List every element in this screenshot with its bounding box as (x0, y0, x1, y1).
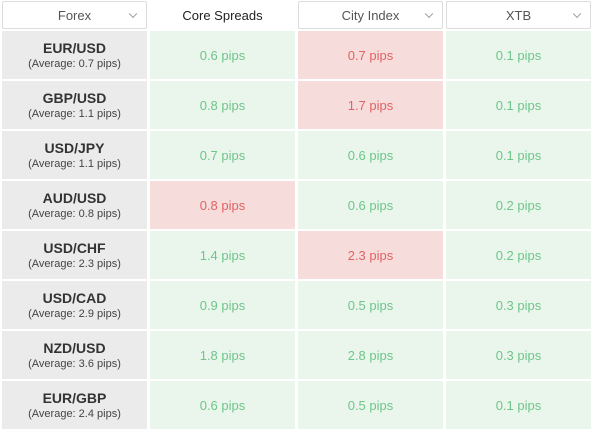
currency-pair-cell: NZD/USD (Average: 3.6 pips) (2, 331, 147, 379)
spread-comparison-table: Forex Core Spreads City Index XTB EUR/US… (2, 1, 591, 429)
average-spread: (Average: 2.3 pips) (28, 257, 121, 270)
currency-pair-name: USD/CHF (43, 239, 106, 256)
spread-value-cell: 1.8 pips (150, 331, 295, 379)
spread-value-cell: 1.4 pips (150, 231, 295, 279)
currency-pair-cell: EUR/GBP (Average: 2.4 pips) (2, 381, 147, 429)
spread-value-cell: 0.6 pips (298, 131, 443, 179)
average-spread: (Average: 0.7 pips) (28, 57, 121, 70)
spread-value-cell: 0.5 pips (298, 281, 443, 329)
spread-value-cell: 0.1 pips (446, 381, 591, 429)
broker-select-city-index[interactable]: City Index (298, 1, 443, 29)
broker-label: Core Spreads (182, 7, 263, 23)
spread-value-cell: 0.1 pips (446, 81, 591, 129)
currency-pair-name: EUR/GBP (42, 389, 107, 406)
average-spread: (Average: 1.1 pips) (28, 107, 121, 120)
spread-value-cell: 0.6 pips (298, 181, 443, 229)
currency-pair-cell: EUR/USD (Average: 0.7 pips) (2, 31, 147, 79)
chevron-down-icon[interactable] (424, 9, 434, 19)
broker-header-core-spreads: Core Spreads (150, 1, 295, 29)
spread-value-cell: 0.5 pips (298, 381, 443, 429)
currency-pair-cell: GBP/USD (Average: 1.1 pips) (2, 81, 147, 129)
broker-select-xtb[interactable]: XTB (446, 1, 591, 29)
currency-pair-cell: USD/CAD (Average: 2.9 pips) (2, 281, 147, 329)
average-spread: (Average: 1.1 pips) (28, 157, 121, 170)
currency-pair-name: USD/CAD (42, 289, 107, 306)
average-spread: (Average: 3.6 pips) (28, 357, 121, 370)
currency-pair-cell: USD/JPY (Average: 1.1 pips) (2, 131, 147, 179)
spread-value-cell: 0.2 pips (446, 181, 591, 229)
spread-value-cell: 0.6 pips (150, 31, 295, 79)
currency-pair-name: NZD/USD (43, 339, 106, 356)
spread-value-cell: 0.3 pips (446, 331, 591, 379)
chevron-down-icon[interactable] (128, 9, 138, 19)
forex-category-select[interactable]: Forex (2, 1, 147, 29)
currency-pair-name: USD/JPY (44, 139, 105, 156)
spread-value-cell: 0.6 pips (150, 381, 295, 429)
currency-pair-cell: USD/CHF (Average: 2.3 pips) (2, 231, 147, 279)
currency-pair-name: EUR/USD (42, 39, 106, 56)
broker-select-label: XTB (505, 7, 532, 23)
spread-value-cell: 1.7 pips (298, 81, 443, 129)
currency-pair-name: GBP/USD (42, 89, 107, 106)
average-spread: (Average: 0.8 pips) (28, 207, 121, 220)
chevron-down-icon[interactable] (572, 9, 582, 19)
spread-value-cell: 0.8 pips (150, 81, 295, 129)
spread-value-cell: 0.9 pips (150, 281, 295, 329)
forex-select-label: Forex (57, 7, 92, 23)
spread-value-cell: 2.3 pips (298, 231, 443, 279)
currency-pair-cell: AUD/USD (Average: 0.8 pips) (2, 181, 147, 229)
spread-value-cell: 0.7 pips (150, 131, 295, 179)
spread-value-cell: 0.3 pips (446, 281, 591, 329)
broker-select-label: City Index (341, 7, 400, 23)
spread-value-cell: 0.7 pips (298, 31, 443, 79)
spread-value-cell: 0.2 pips (446, 231, 591, 279)
spread-value-cell: 0.1 pips (446, 131, 591, 179)
average-spread: (Average: 2.4 pips) (28, 407, 121, 420)
currency-pair-name: AUD/USD (42, 189, 107, 206)
average-spread: (Average: 2.9 pips) (28, 307, 121, 320)
spread-value-cell: 0.8 pips (150, 181, 295, 229)
spread-value-cell: 2.8 pips (298, 331, 443, 379)
spread-value-cell: 0.1 pips (446, 31, 591, 79)
